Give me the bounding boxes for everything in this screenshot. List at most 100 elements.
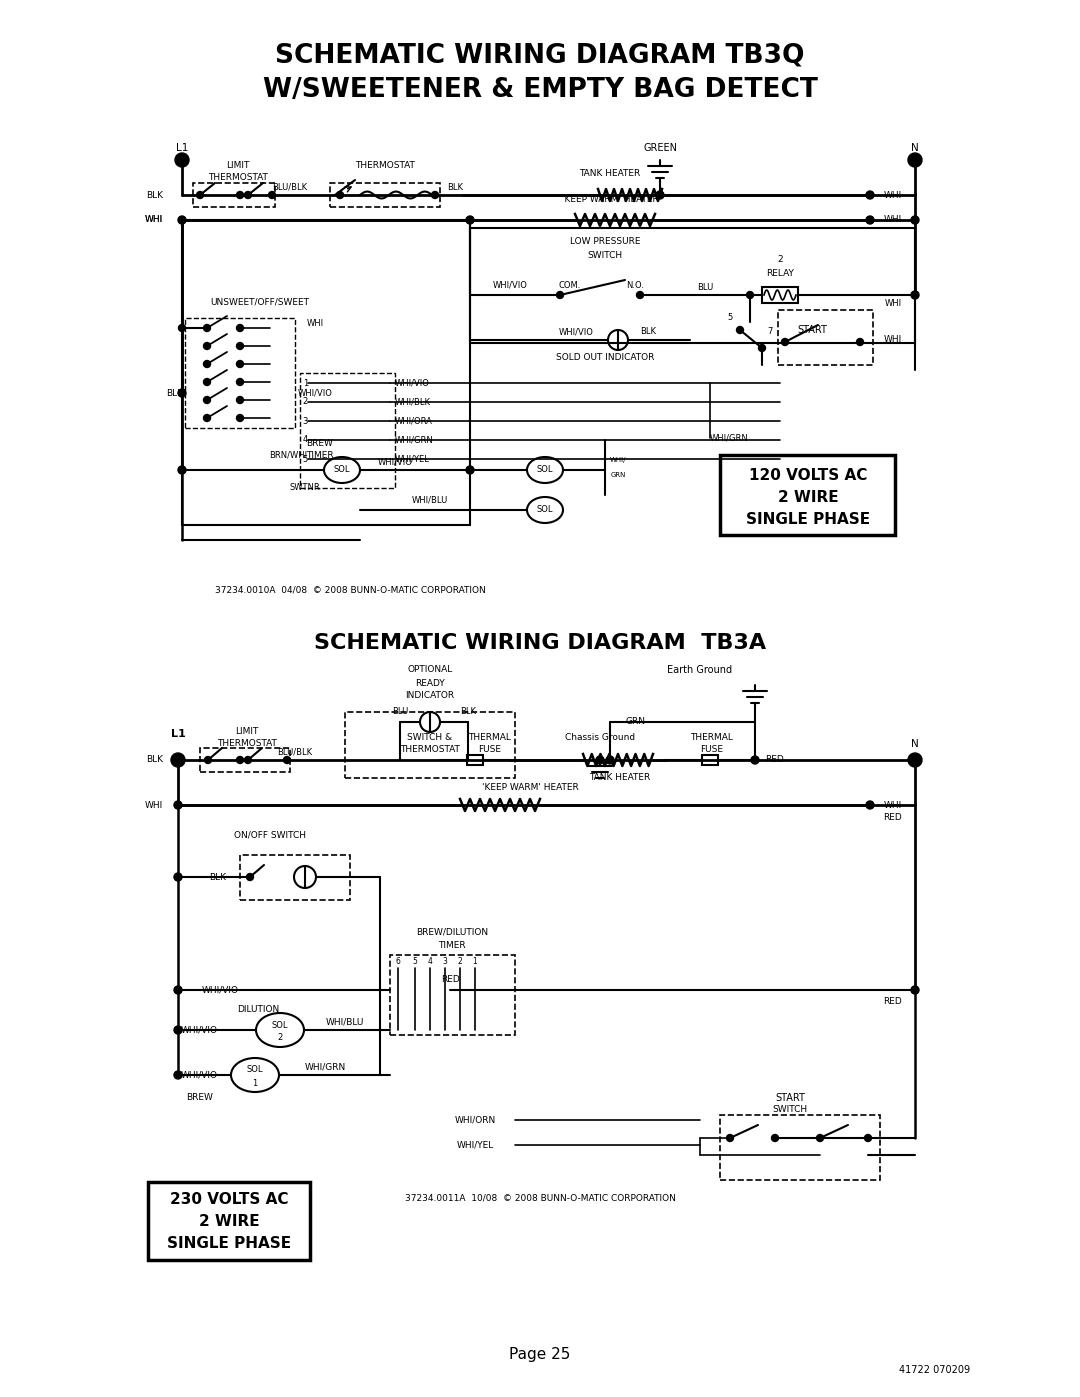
Text: WHI/YEL: WHI/YEL: [457, 1140, 494, 1150]
Text: WHI/VIO: WHI/VIO: [378, 457, 413, 467]
Text: RED: RED: [883, 813, 903, 821]
Text: FUSE: FUSE: [478, 746, 501, 754]
Text: 2 WIRE: 2 WIRE: [778, 489, 838, 504]
Text: SOL: SOL: [334, 465, 350, 475]
Circle shape: [237, 342, 243, 349]
Text: THERMOSTAT: THERMOSTAT: [400, 746, 460, 754]
Bar: [193, 183, 275, 207]
Text: N.O.: N.O.: [626, 281, 644, 289]
Circle shape: [203, 397, 211, 404]
Circle shape: [174, 1025, 183, 1034]
Text: 2: 2: [278, 1034, 283, 1042]
Text: WHI/VIO: WHI/VIO: [202, 985, 239, 995]
Text: WHI/BLU: WHI/BLU: [411, 496, 448, 504]
Bar: [183, 219, 470, 525]
Circle shape: [912, 986, 919, 995]
Text: SOLD OUT INDICATOR: SOLD OUT INDICATOR: [556, 353, 654, 362]
Text: WHI: WHI: [145, 800, 163, 809]
Circle shape: [866, 800, 874, 809]
Circle shape: [174, 873, 183, 882]
Circle shape: [596, 756, 604, 764]
Text: 37234.0011A  10/08  © 2008 BUNN-O-MATIC CORPORATION: 37234.0011A 10/08 © 2008 BUNN-O-MATIC CO…: [405, 1193, 675, 1203]
Text: WHI: WHI: [145, 215, 163, 225]
Text: 3: 3: [443, 957, 447, 967]
Circle shape: [178, 388, 186, 397]
Text: SWTNR: SWTNR: [289, 483, 321, 493]
Circle shape: [203, 415, 211, 422]
Bar: [762, 286, 798, 303]
Circle shape: [174, 800, 183, 809]
Text: READY: READY: [415, 679, 445, 687]
Text: BLK: BLK: [146, 190, 163, 200]
Bar: [200, 747, 291, 773]
Circle shape: [864, 1134, 872, 1141]
Circle shape: [746, 292, 754, 299]
Text: BLU/BLK: BLU/BLK: [278, 747, 312, 757]
Circle shape: [178, 217, 186, 224]
Text: Chassis Ground: Chassis Ground: [565, 733, 635, 742]
Text: THERMAL: THERMAL: [469, 733, 512, 742]
Circle shape: [465, 467, 474, 474]
Text: WHI/ORN: WHI/ORN: [455, 1115, 496, 1125]
Circle shape: [606, 756, 615, 764]
Text: SINGLE PHASE: SINGLE PHASE: [167, 1236, 292, 1252]
Text: WHI/VIO: WHI/VIO: [298, 388, 333, 398]
Text: Page 25: Page 25: [510, 1348, 570, 1362]
Circle shape: [908, 753, 922, 767]
Circle shape: [465, 217, 474, 224]
Text: BLK: BLK: [460, 707, 476, 717]
Circle shape: [866, 217, 874, 224]
Bar: [467, 754, 483, 766]
Text: WHI: WHI: [883, 215, 902, 225]
Circle shape: [636, 292, 644, 299]
Circle shape: [656, 191, 664, 198]
Circle shape: [171, 753, 185, 767]
Text: BRN/WHI: BRN/WHI: [269, 450, 307, 460]
Circle shape: [178, 324, 186, 331]
Text: Earth Ground: Earth Ground: [667, 665, 732, 675]
Text: LIMIT: LIMIT: [235, 728, 259, 736]
Circle shape: [237, 379, 243, 386]
Text: WHI/VIO: WHI/VIO: [395, 379, 430, 387]
Text: TIMER: TIMER: [307, 451, 334, 461]
Text: WHI: WHI: [883, 800, 902, 809]
Text: 'KEEP WARM' HEATER: 'KEEP WARM' HEATER: [562, 196, 659, 204]
Text: SWITCH: SWITCH: [772, 1105, 808, 1115]
Bar: [240, 855, 350, 900]
Text: 120 VOLTS AC: 120 VOLTS AC: [748, 468, 867, 482]
Text: FUSE: FUSE: [701, 746, 724, 754]
Circle shape: [203, 379, 211, 386]
Text: 5: 5: [727, 313, 732, 323]
Circle shape: [283, 757, 291, 764]
Text: SCHEMATIC WIRING DIAGRAM  TB3A: SCHEMATIC WIRING DIAGRAM TB3A: [314, 633, 766, 652]
Text: WHI: WHI: [145, 215, 163, 225]
Text: BLU: BLU: [697, 282, 713, 292]
Text: WHI: WHI: [883, 190, 902, 200]
Text: WHI/BLK: WHI/BLK: [395, 398, 431, 407]
Bar: [778, 310, 873, 365]
Text: OPTIONAL: OPTIONAL: [407, 665, 453, 675]
Text: INDICATOR: INDICATOR: [405, 692, 455, 700]
Text: TANK HEATER: TANK HEATER: [590, 774, 650, 782]
Text: SOL: SOL: [537, 465, 553, 475]
Text: LOW PRESSURE: LOW PRESSURE: [570, 237, 640, 246]
Text: COM.: COM.: [558, 281, 581, 289]
Circle shape: [771, 1134, 779, 1141]
Bar: [390, 956, 515, 1035]
Text: BREW: BREW: [307, 439, 334, 447]
Text: SWITCH: SWITCH: [588, 250, 622, 260]
Text: BLK: BLK: [640, 327, 656, 337]
Text: BLU: BLU: [392, 707, 408, 717]
Text: BLK: BLK: [447, 183, 463, 191]
Text: 230 VOLTS AC: 230 VOLTS AC: [170, 1193, 288, 1207]
Text: BLK: BLK: [146, 756, 163, 764]
Text: WHI: WHI: [885, 299, 902, 307]
Text: 37234.0010A  04/08  © 2008 BUNN-O-MATIC CORPORATION: 37234.0010A 04/08 © 2008 BUNN-O-MATIC CO…: [215, 585, 485, 595]
Text: WHI: WHI: [883, 335, 902, 345]
Text: 2: 2: [458, 957, 462, 967]
Text: THERMAL: THERMAL: [690, 733, 733, 742]
Text: 4: 4: [428, 957, 432, 967]
Circle shape: [203, 342, 211, 349]
Text: BLK: BLK: [166, 388, 184, 398]
Circle shape: [174, 1071, 183, 1078]
